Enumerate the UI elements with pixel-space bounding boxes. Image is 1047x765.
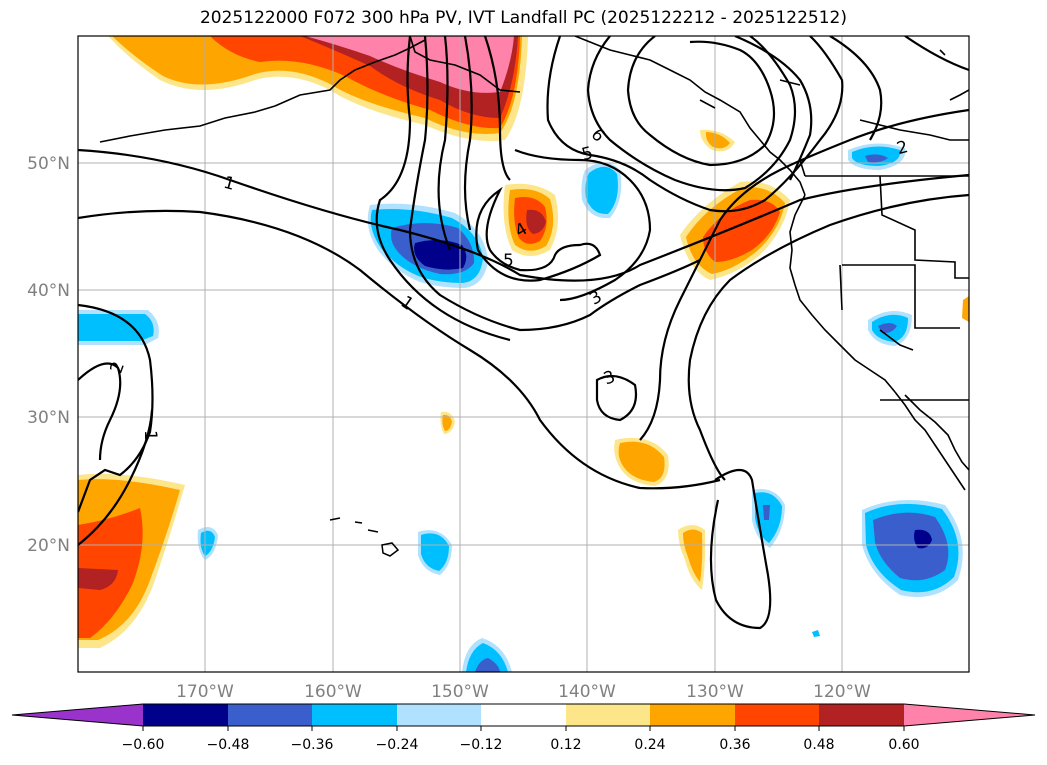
contour-label: 2 bbox=[895, 137, 911, 159]
colorbar-segment bbox=[312, 704, 397, 726]
contour-label: 5 bbox=[580, 143, 596, 165]
colorbar-segment bbox=[397, 704, 481, 726]
colorbar-extend-min bbox=[12, 704, 143, 726]
contour-label: 5 bbox=[503, 251, 514, 271]
gridlines bbox=[78, 36, 969, 672]
colorbar-tick-label: 0.36 bbox=[719, 737, 750, 753]
positive-anomaly-off-pacific-northwest bbox=[680, 129, 790, 280]
hawaiian-islands bbox=[329, 517, 400, 557]
contour-label: 1 bbox=[140, 430, 160, 441]
positive-anomaly-gulf-of-alaska bbox=[108, 36, 528, 141]
colorbar-tick-label: −0.60 bbox=[122, 737, 165, 753]
colorbar-segment bbox=[481, 704, 566, 726]
lon-label: 130°W bbox=[686, 682, 744, 702]
colorbar-tick-label: −0.12 bbox=[460, 737, 503, 753]
contour-label: 1 bbox=[221, 173, 237, 195]
colorbar-tick-label: −0.48 bbox=[207, 737, 250, 753]
lat-label: 20°N bbox=[27, 536, 70, 556]
coastlines bbox=[99, 36, 969, 491]
colorbar-tick-label: −0.36 bbox=[291, 737, 334, 753]
longitude-labels: 170°W 160°W 150°W 140°W 130°W 120°W bbox=[176, 682, 871, 702]
colorbar: −0.60 −0.48 −0.36 −0.24 −0.12 0.12 0.24 … bbox=[11, 703, 1036, 753]
negative-anomaly-western-edge bbox=[78, 310, 159, 345]
colorbar-tick-label: 0.24 bbox=[634, 737, 665, 753]
negative-anomaly-offshore bbox=[581, 162, 622, 219]
pv-contours bbox=[78, 36, 969, 630]
map-frame bbox=[77, 35, 970, 673]
colorbar-segment bbox=[566, 704, 650, 726]
small-anomalies bbox=[197, 143, 969, 672]
colorbar-segment bbox=[228, 704, 312, 726]
colorbar-tick-label: 0.60 bbox=[888, 737, 919, 753]
colorbar-segment bbox=[735, 704, 819, 726]
latitude-labels: 50°N 40°N 30°N 20°N bbox=[27, 154, 70, 556]
lat-label: 50°N bbox=[27, 154, 70, 174]
lon-label: 120°W bbox=[813, 682, 871, 702]
colorbar-tick-label: 0.12 bbox=[550, 737, 581, 753]
lon-label: 160°W bbox=[304, 682, 362, 702]
lon-label: 140°W bbox=[558, 682, 616, 702]
map-panel: 1 1 1 2 3 3 4 5 5 6 2 bbox=[78, 36, 969, 672]
colorbar-extend-max bbox=[904, 704, 1035, 726]
lon-label: 150°W bbox=[431, 682, 489, 702]
lat-label: 30°N bbox=[27, 408, 70, 428]
negative-anomaly-central-pacific bbox=[367, 203, 488, 288]
lon-label: 170°W bbox=[176, 682, 234, 702]
lat-label: 40°N bbox=[27, 281, 70, 301]
colorbar-segment bbox=[143, 704, 228, 726]
figure-title: 2025122000 F072 300 hPa PV, IVT Landfall… bbox=[199, 8, 847, 28]
colorbar-segment bbox=[819, 704, 904, 726]
colorbar-segment bbox=[650, 704, 735, 726]
colorbar-tick-label: −0.24 bbox=[376, 737, 419, 753]
colorbar-tick-label: 0.48 bbox=[803, 737, 834, 753]
positive-anomaly-north-pacific bbox=[503, 183, 559, 256]
